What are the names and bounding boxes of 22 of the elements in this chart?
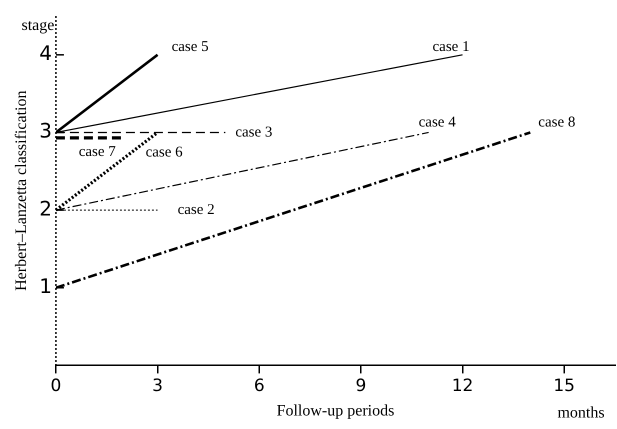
x-tick-label: 0 [50, 376, 62, 396]
series-label: case 6 [146, 144, 184, 160]
x-tick-label: 6 [254, 376, 265, 396]
y-tick-label: 3 [39, 118, 52, 143]
x-tick-label: 3 [152, 376, 163, 396]
y-tick-label: 1 [39, 274, 52, 298]
series-label: case 7 [78, 144, 116, 160]
series-label: case 5 [172, 38, 209, 55]
x-tick-label: 15 [553, 376, 575, 396]
y-tick-label: 4 [39, 41, 52, 66]
x-tick-label: 9 [355, 376, 366, 396]
x-axis-title: Follow-up periods [276, 402, 394, 420]
x-tick-label: 12 [452, 376, 474, 396]
y-axis-title: Herbert–Lanzetta classification [12, 90, 30, 291]
series-label: case 4 [418, 114, 456, 130]
series-label: case 3 [235, 124, 272, 140]
text: stage [21, 17, 54, 34]
series-label: case 1 [432, 38, 470, 55]
y-tick-label: 2 [39, 196, 52, 220]
series-label: case 2 [178, 202, 215, 218]
text: months [557, 404, 605, 422]
series-label: case 8 [538, 114, 576, 130]
